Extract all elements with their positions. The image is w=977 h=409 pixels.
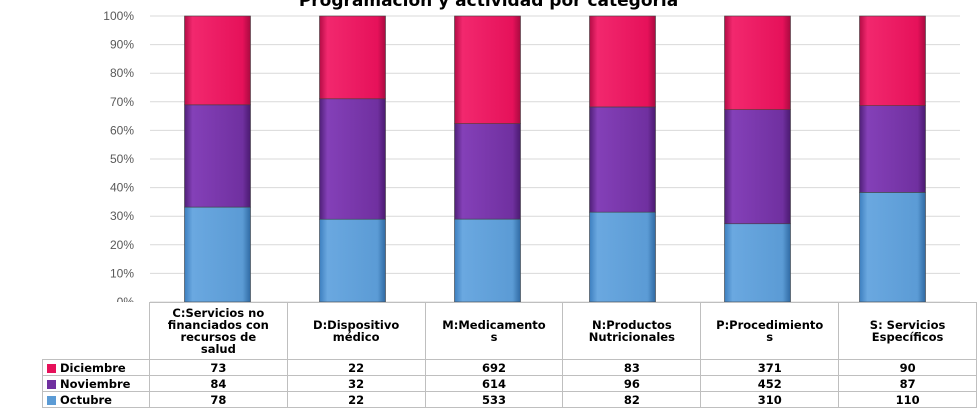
y-tick-label: 20% (110, 238, 134, 252)
bar-octubre-2 (320, 219, 386, 302)
table-row: Noviembre 84 32 614 96 452 87 (43, 376, 977, 392)
data-label: 78 (149, 392, 287, 408)
bar-noviembre-5 (725, 110, 791, 224)
y-tick-label: 60% (110, 123, 134, 137)
bar-octubre-6 (860, 192, 926, 302)
data-label: 110 (839, 392, 977, 408)
y-tick-label: 40% (110, 181, 134, 195)
y-tick-label: 0% (117, 295, 135, 302)
legend-entry-diciembre: Diciembre (43, 360, 150, 376)
legend-entry-noviembre: Noviembre (43, 376, 150, 392)
data-label: 533 (425, 392, 563, 408)
data-label: 96 (563, 376, 701, 392)
bar-diciembre-4 (590, 16, 656, 107)
table-row: Diciembre 73 22 692 83 371 90 (43, 360, 977, 376)
data-label: 90 (839, 360, 977, 376)
y-tick-label: 50% (110, 152, 134, 166)
table-row: Octubre 78 22 533 82 310 110 (43, 392, 977, 408)
grid-lines (150, 16, 960, 302)
table-corner (43, 303, 150, 360)
bar-octubre-1 (185, 207, 251, 302)
series-name: Noviembre (60, 377, 130, 391)
bar-octubre-3 (455, 219, 521, 302)
data-label: 82 (563, 392, 701, 408)
bar-noviembre-2 (320, 99, 386, 219)
data-label: 371 (701, 360, 839, 376)
y-axis-ticks: 0% 10% 20% 30% 40% 50% 60% 70% 80% 90% 100% (103, 9, 134, 302)
bar-diciembre-6 (860, 16, 926, 106)
legend-swatch (47, 364, 56, 373)
legend-swatch (47, 396, 56, 405)
data-label: 84 (149, 376, 287, 392)
bar-octubre-4 (590, 212, 656, 302)
category-label: D:Dispositivo médico (287, 303, 425, 360)
data-label: 73 (149, 360, 287, 376)
y-tick-label: 100% (103, 9, 134, 23)
data-label: 452 (701, 376, 839, 392)
y-tick-label: 90% (110, 38, 134, 52)
data-label: 614 (425, 376, 563, 392)
legend-swatch (47, 380, 56, 389)
data-label: 310 (701, 392, 839, 408)
bar-diciembre-2 (320, 16, 386, 99)
series-name: Octubre (60, 393, 112, 407)
bar-noviembre-1 (185, 105, 251, 207)
category-label: P:Procedimiento s (701, 303, 839, 360)
y-tick-label: 70% (110, 95, 134, 109)
data-label: 22 (287, 360, 425, 376)
stacked-bar-chart: 0% 10% 20% 30% 40% 50% 60% 70% 80% 90% 100% (0, 0, 977, 302)
bar-octubre-5 (725, 224, 791, 302)
bar-diciembre-1 (185, 16, 251, 105)
category-label: M:Medicamento s (425, 303, 563, 360)
bar-diciembre-3 (455, 16, 521, 124)
y-tick-label: 10% (110, 266, 134, 280)
data-label: 692 (425, 360, 563, 376)
data-label: 87 (839, 376, 977, 392)
data-table: C:Servicios no financiados con recursos de… (42, 302, 977, 408)
data-label: 32 (287, 376, 425, 392)
bar-noviembre-4 (590, 107, 656, 212)
data-label: 83 (563, 360, 701, 376)
data-label: 22 (287, 392, 425, 408)
legend-entry-octubre: Octubre (43, 392, 150, 408)
category-label: S: Servicios Específicos (839, 303, 977, 360)
bar-noviembre-3 (455, 124, 521, 219)
y-tick-label: 80% (110, 66, 134, 80)
bar-noviembre-6 (860, 106, 926, 193)
series-name: Diciembre (60, 361, 126, 375)
category-label: C:Servicios no financiados con recursos de… (149, 303, 287, 360)
bar-diciembre-5 (725, 16, 791, 110)
category-label: N:Productos Nutricionales (563, 303, 701, 360)
y-tick-label: 30% (110, 209, 134, 223)
